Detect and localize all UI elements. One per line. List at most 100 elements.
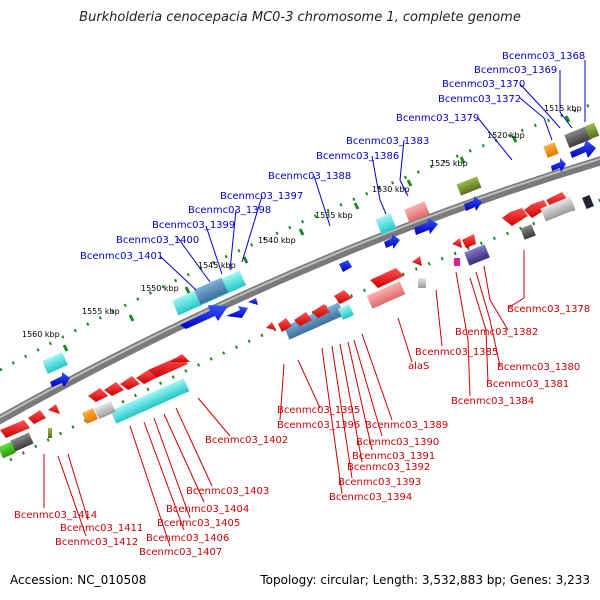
feature-red-arrow — [88, 388, 108, 402]
forward-features — [42, 122, 600, 387]
feature-orange — [543, 142, 559, 158]
feature-gray — [94, 400, 116, 420]
feature-orange — [82, 408, 98, 424]
chromosome-backbone-highlight — [0, 157, 600, 419]
gene-label: Bcenmc03_1389 — [365, 420, 448, 431]
feature-blue-arrow — [570, 140, 596, 158]
feature-cyan — [42, 352, 68, 374]
gene-label: Bcenmc03_1378 — [507, 304, 590, 315]
genome-summary-text: Topology: circular; Length: 3,532,883 bp… — [260, 573, 590, 587]
map-title: Burkholderia cenocepacia MC0-3 chromosom… — [79, 10, 521, 25]
feature-blue-arrow — [414, 218, 438, 235]
gene-label: alaS — [408, 361, 429, 372]
forward-gene-labels: Bcenmc03_1368 Bcenmc03_1369 Bcenmc03_137… — [80, 51, 585, 262]
feature-red-arrow — [312, 304, 330, 318]
gene-label: Bcenmc03_1397 — [220, 191, 303, 202]
gene-label: Bcenmc03_1398 — [188, 205, 271, 216]
gene-label: Bcenmc03_1414 — [14, 510, 97, 521]
gene-label: Bcenmc03_1379 — [396, 113, 479, 124]
gene-label: Bcenmc03_1384 — [451, 396, 534, 407]
gene-label: Bcenmc03_1400 — [116, 235, 199, 246]
kbp-label-1540: 1540 kbp — [258, 236, 296, 245]
feature-red-arrow — [104, 382, 124, 396]
gene-label: Bcenmc03_1406 — [146, 533, 229, 544]
gene-label: Bcenmc03_1385 — [415, 347, 498, 358]
gene-label: Bcenmc03_1402 — [205, 435, 288, 446]
chromosome-backbone — [0, 156, 600, 425]
feature-red-arrow — [0, 420, 30, 438]
feature-olive — [584, 122, 600, 140]
kbp-label-1555: 1555 kbp — [82, 307, 120, 316]
feature-red-arrow — [462, 234, 476, 248]
gene-label: Bcenmc03_1396 — [277, 420, 360, 431]
feature-gray — [540, 196, 576, 222]
gene-label: Bcenmc03_1403 — [186, 486, 269, 497]
feature-dark — [10, 432, 34, 452]
feature-red-arrow — [170, 354, 190, 362]
kbp-label-1515: 1515 kbp — [544, 104, 582, 113]
gene-label: Bcenmc03_1388 — [268, 171, 351, 182]
reverse-features — [0, 192, 594, 459]
gene-label: Bcenmc03_1380 — [497, 362, 580, 373]
gene-label: Bcenmc03_1382 — [455, 327, 538, 338]
kbp-label-1545: 1545 kbp — [198, 261, 236, 270]
gene-label: Bcenmc03_1404 — [166, 504, 249, 515]
gene-label: Bcenmc03_1399 — [152, 220, 235, 231]
gene-label: Bcenmc03_1381 — [486, 379, 569, 390]
feature-red-arrow — [412, 256, 422, 266]
feature-blue-arrow — [384, 234, 400, 249]
gene-label: Bcenmc03_1386 — [316, 151, 399, 162]
feature-cyan — [375, 213, 397, 235]
feature-red-arrow — [48, 404, 60, 414]
gene-label: Bcenmc03_1392 — [347, 462, 430, 473]
feature-dark — [582, 194, 594, 210]
kbp-label-1520: 1520 kbp — [487, 131, 525, 140]
feature-red-arrow — [28, 410, 46, 424]
feature-cyan — [338, 304, 354, 320]
gene-label: Bcenmc03_1393 — [338, 477, 421, 488]
feature-red-arrow — [370, 268, 404, 288]
feature-blue-arrow — [50, 372, 70, 387]
feature-blue-arrow — [248, 298, 258, 305]
forward-leader-lines — [159, 60, 586, 291]
reverse-leader-lines — [43, 250, 525, 547]
gene-label: Bcenmc03_1391 — [352, 451, 435, 462]
feature-green — [0, 441, 16, 459]
kbp-label-1535: 1535 kbp — [315, 211, 353, 220]
gene-label: Bcenmc03_1412 — [55, 537, 138, 548]
kbp-label-1530: 1530 kbp — [372, 185, 410, 194]
feature-blue-arrow — [551, 158, 566, 172]
feature-blue-arrow — [464, 196, 482, 211]
feature-pink — [404, 201, 430, 223]
feature-red-arrow — [524, 200, 548, 218]
gene-label: Bcenmc03_1405 — [157, 518, 240, 529]
feature-blue-arrow — [180, 305, 228, 329]
gene-label: Bcenmc03_1369 — [474, 65, 557, 76]
feature-teal-cluster — [283, 302, 345, 340]
feature-red-arrow — [266, 322, 276, 330]
feature-red-arrow — [120, 376, 140, 390]
feature-cyan-cluster — [110, 378, 190, 424]
feature-red-arrow — [502, 208, 528, 226]
feature-red-arrow — [136, 370, 156, 384]
feature-dark — [564, 126, 592, 148]
feature-red-arrow — [278, 318, 292, 332]
gene-label: Bcenmc03_1395 — [277, 405, 360, 416]
gene-label: Bcenmc03_1383 — [346, 136, 429, 147]
feature-pink — [366, 281, 406, 309]
gene-label: Bcenmc03_1407 — [139, 547, 222, 558]
feature-magenta — [454, 258, 460, 266]
gene-label: Bcenmc03_1370 — [442, 79, 525, 90]
kbp-tick-marks — [62, 115, 571, 352]
kbp-label-1550: 1550 kbp — [141, 284, 179, 293]
gene-label: Bcenmc03_1368 — [502, 51, 585, 62]
feature-red-arrow — [452, 238, 462, 248]
feature-red-arrow — [334, 290, 352, 304]
kbp-label-1560: 1560 kbp — [22, 330, 60, 339]
feature-gray — [418, 278, 426, 288]
feature-red-arrow — [546, 192, 568, 208]
feature-olive — [456, 176, 482, 196]
feature-teal — [194, 277, 228, 305]
